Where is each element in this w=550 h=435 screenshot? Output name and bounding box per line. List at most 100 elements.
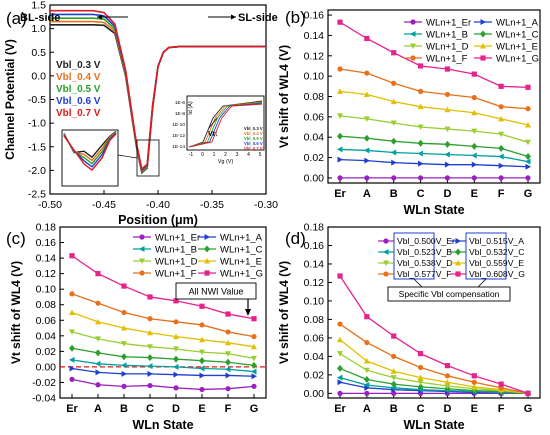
data-point (364, 157, 370, 164)
data-point (121, 353, 127, 361)
data-point (147, 363, 153, 370)
annotation-text: All NWI Value (189, 287, 244, 297)
data-point (391, 353, 397, 360)
legend-label: WLn+1_F (426, 54, 468, 65)
data-point (337, 113, 343, 119)
data-point (199, 372, 205, 379)
panel-label: (c) (6, 229, 26, 248)
data-point (417, 175, 424, 181)
series-wln-1-e (69, 309, 257, 350)
legend-entry: WLn+1_C (198, 245, 263, 256)
x-tick-label: Er (334, 403, 346, 415)
legend-marker (383, 271, 389, 277)
legend-label: WLn+1_Er (426, 18, 471, 29)
legend-entry: WLn+1_F (133, 269, 197, 280)
x-axis-label: WLn State (403, 203, 464, 217)
y-tick-label: 0.10 (304, 71, 325, 83)
y-tick-label: 0.12 (304, 277, 325, 289)
data-point (417, 63, 424, 69)
legend-entry: WLn+1_Er (133, 233, 200, 244)
data-point (147, 370, 153, 377)
data-point (337, 379, 343, 386)
inset-y-tick-label: 1E-8 (175, 111, 185, 117)
data-point (363, 382, 370, 389)
x-tick-label: E (471, 188, 478, 200)
data-point (417, 139, 424, 147)
annotation-text: Specific Vbl compensation (399, 289, 500, 299)
inset-x-tick-label: -1 (189, 152, 194, 158)
data-point (390, 380, 397, 388)
legend-label: Vbl_0.515V_A (469, 236, 524, 246)
data-point (498, 175, 504, 181)
y-tick-label: 0.06 (36, 315, 57, 327)
series-line (71, 378, 255, 391)
zoom-inset (61, 129, 119, 187)
legend-entry: Vbl_0.538V_D (378, 258, 452, 268)
y-tick-label: -0.5 (28, 94, 46, 106)
data-point (390, 149, 397, 156)
data-point (121, 370, 127, 377)
data-point (95, 336, 101, 342)
data-point (471, 94, 477, 101)
y-tick-label: 0.16 (304, 240, 325, 252)
inset-y-tick-label: 1E-14 (172, 144, 185, 150)
data-point (363, 367, 370, 374)
data-point (444, 383, 451, 389)
legend-entry: Vbl_0.532V_C (450, 247, 524, 257)
panel-label: (b) (285, 8, 306, 27)
inset-y-tick-label: 1E-6 (175, 100, 185, 106)
data-point (173, 333, 179, 340)
series-line (339, 323, 529, 395)
series-line (339, 377, 529, 395)
x-tick-label: G (250, 403, 259, 415)
inset-y-label: Id (A) (188, 101, 194, 115)
data-point (444, 151, 450, 158)
legend-label: WLn+1_E (220, 257, 262, 268)
x-tick-label: D (172, 403, 180, 415)
series-wln-1-a (337, 156, 531, 170)
data-point (173, 363, 179, 370)
panel-c: (c) -0.04 -0.02 0.00 0.02 0.04 0.06 0.08 0.10 0.1… (6, 222, 267, 432)
data-point (225, 386, 231, 392)
x-tick-label: -0.40 (146, 199, 170, 211)
nwi-annotation: All NWI Value (175, 282, 257, 316)
legend-label: Vbl_0.532V_C (469, 247, 524, 257)
data-point (471, 379, 477, 385)
data-point (444, 379, 451, 385)
y-tick-label: -1.0 (28, 118, 46, 130)
data-point (225, 311, 231, 317)
legend-marker (410, 55, 416, 61)
legend-marker (204, 270, 210, 276)
y-axis-label: Vt shift of WL4 (V) (277, 261, 291, 364)
data-point (471, 142, 478, 150)
y-tick-label: 0.08 (36, 299, 57, 311)
legend-marker (480, 30, 486, 38)
legend-label: Vbl_0.523V_B (397, 247, 452, 257)
series-wln-1-f (69, 291, 257, 340)
legend-entry: WLn+1_D (133, 257, 198, 268)
legend-entry: Vbl_0.500V_Er (378, 236, 455, 246)
y-tick-label: 0.04 (304, 351, 325, 363)
legend-entry: Vbl_0.6 V (56, 96, 101, 107)
x-tick-label: F (498, 188, 505, 200)
inset-x-tick-label: 1 (213, 152, 216, 158)
panel-d: (d) 0.00 0.02 0.04 0.06 0.08 0.10 0.12 0.14 0.16 0… (277, 222, 541, 432)
data-point (95, 369, 101, 376)
data-point (417, 379, 424, 386)
series-wln-1-g (69, 253, 257, 322)
data-point (498, 153, 504, 160)
series-line (71, 311, 255, 348)
series-wln-1-b (69, 356, 257, 375)
legend-entry: WLn+1_C (474, 30, 539, 41)
legend-marker (383, 238, 389, 244)
data-point (95, 318, 101, 325)
annotation-box (175, 282, 257, 300)
series-line (71, 331, 255, 359)
data-point (363, 147, 370, 154)
plot-frame (59, 226, 267, 399)
data-point (337, 66, 343, 72)
data-point (471, 109, 478, 116)
data-point (121, 341, 127, 347)
